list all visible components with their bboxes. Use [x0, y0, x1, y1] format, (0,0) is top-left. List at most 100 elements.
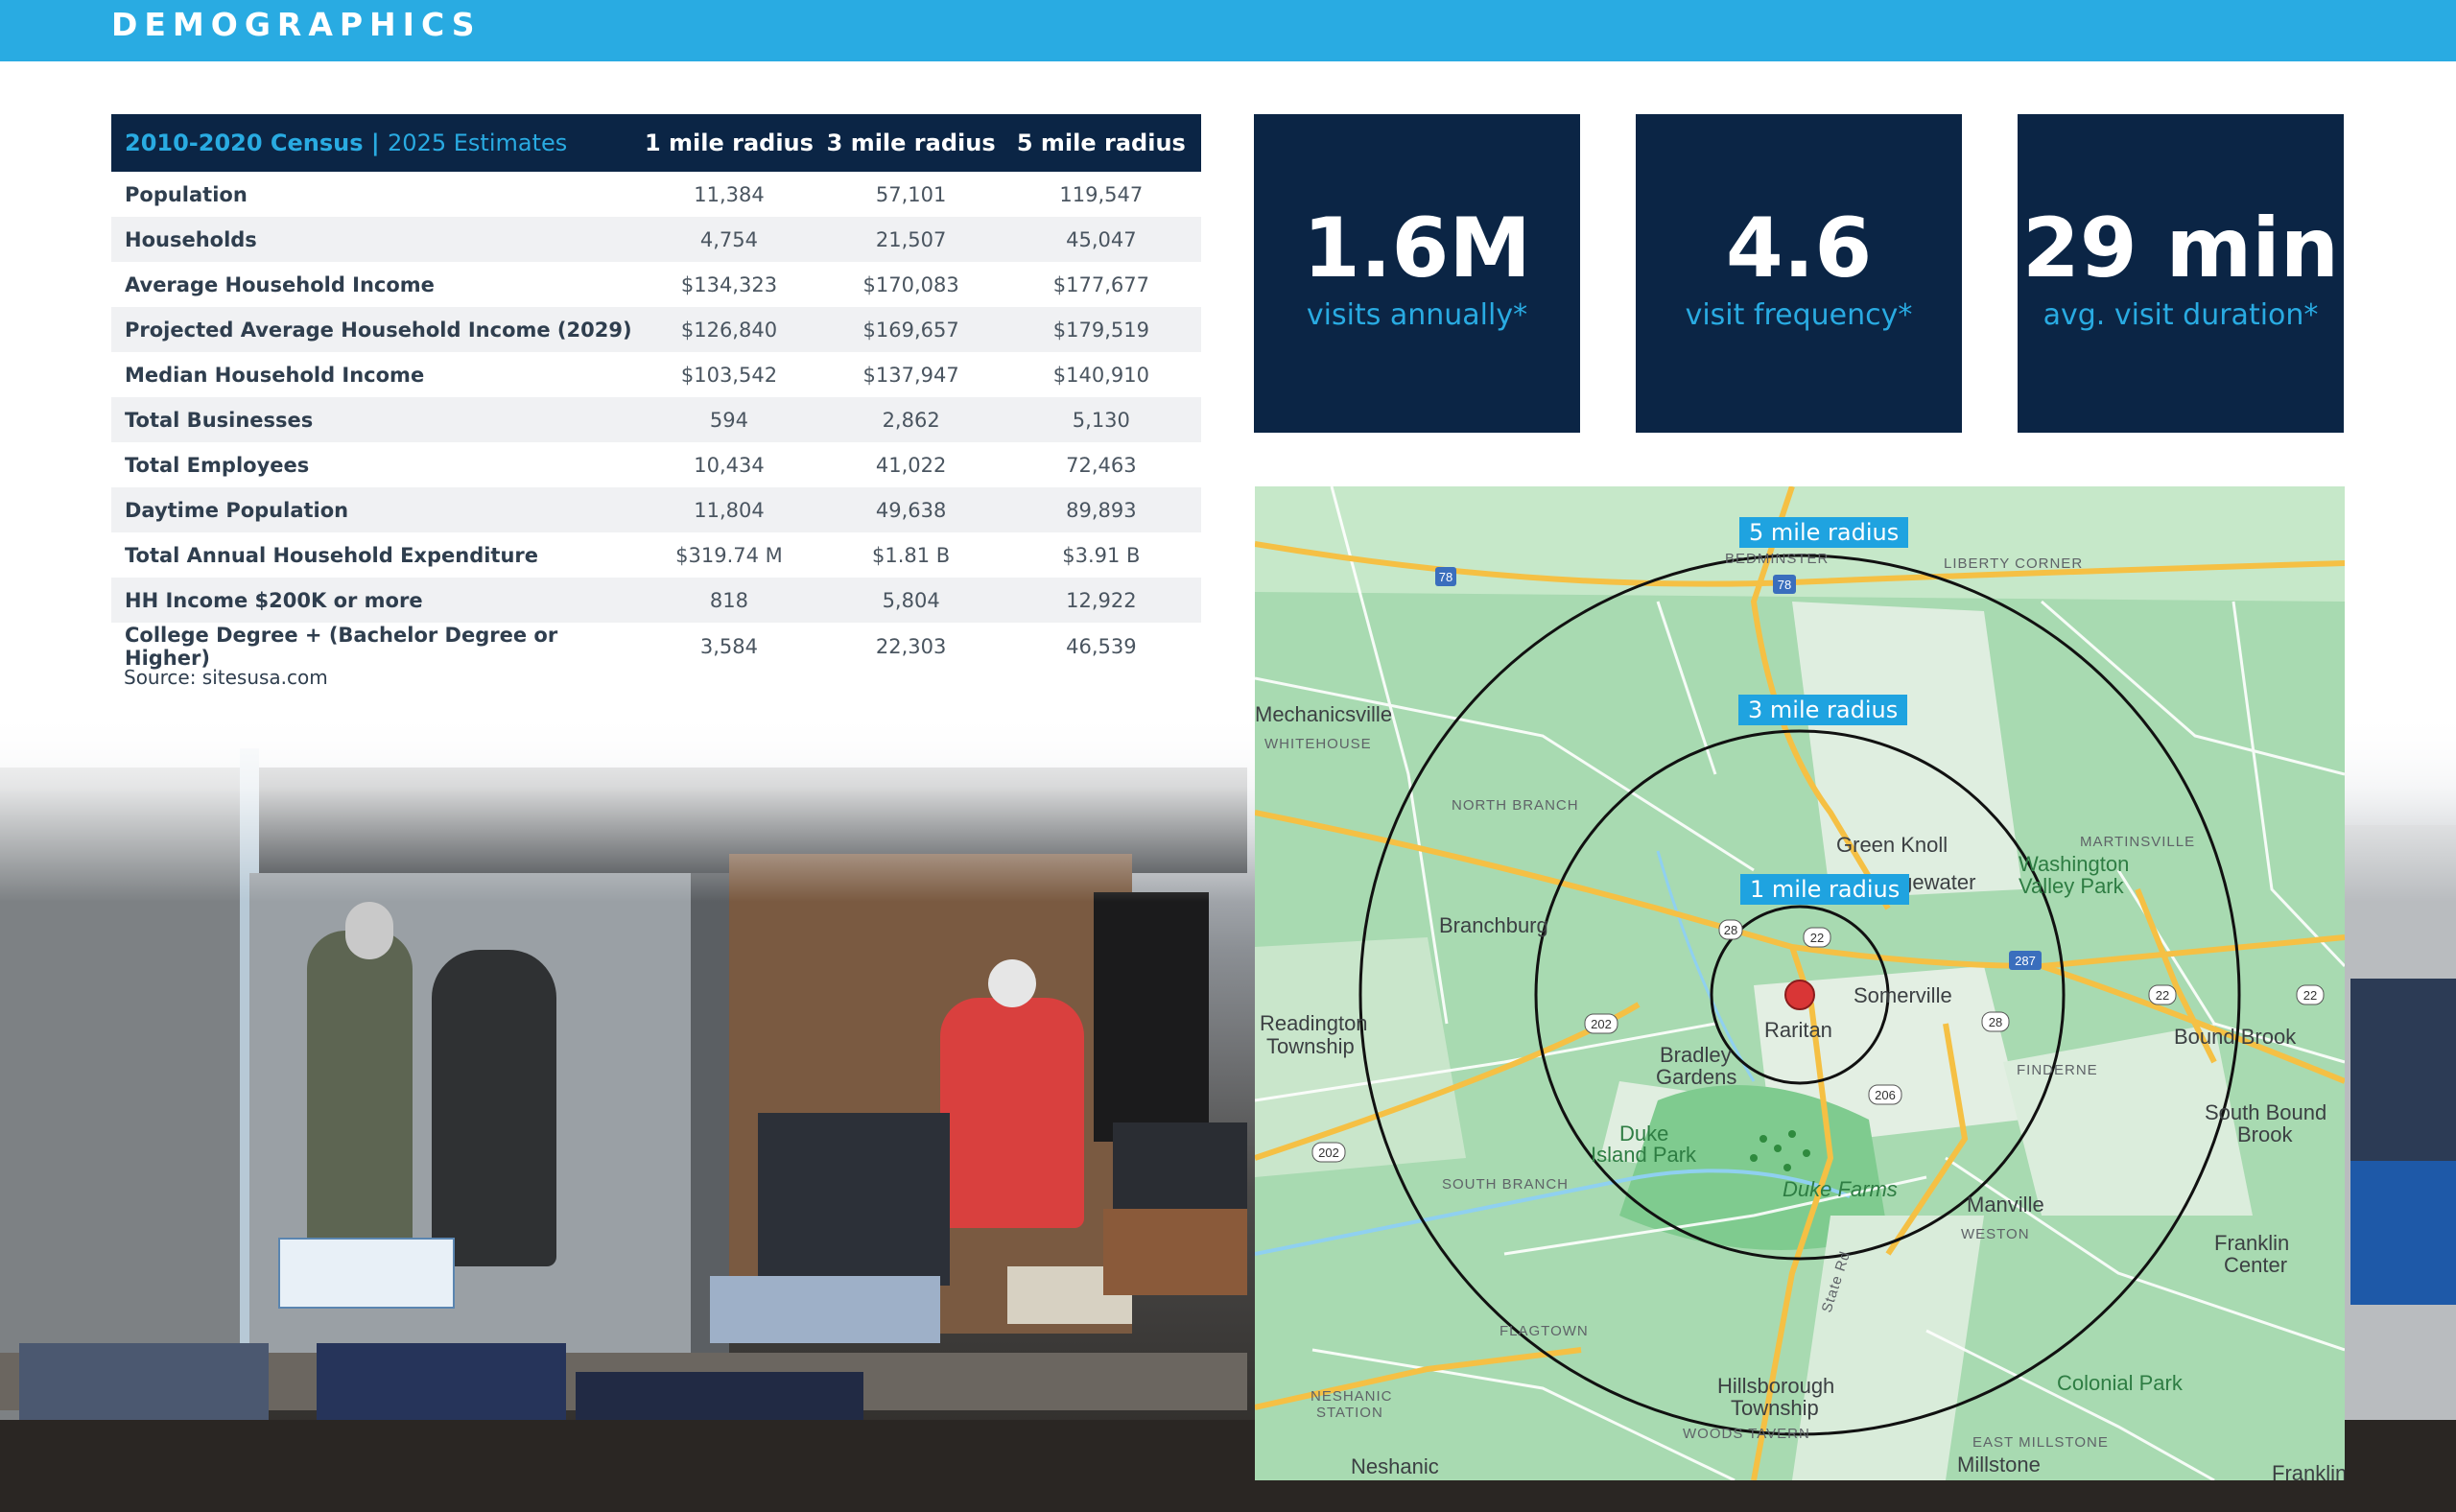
table-row: HH Income $200K or more 818 5,804 12,922 [111, 578, 1201, 623]
svg-text:Readington: Readington [1260, 1011, 1368, 1035]
svg-text:Branchburg: Branchburg [1439, 913, 1548, 937]
stat-value: 1.6M [1303, 201, 1531, 296]
cell: $179,519 [1001, 307, 1201, 352]
svg-text:Duke Farms: Duke Farms [1783, 1177, 1898, 1201]
cell: 119,547 [1001, 172, 1201, 217]
row-label: Projected Average Household Income (2029… [111, 307, 638, 352]
cell: 21,507 [820, 217, 1002, 262]
table-heading: 2010-2020 Census | 2025 Estimates [111, 114, 638, 172]
row-label: Daytime Population [111, 487, 638, 532]
svg-text:78: 78 [1778, 578, 1791, 592]
column-header: 5 mile radius [1001, 114, 1201, 172]
cell: 4,754 [637, 217, 821, 262]
svg-text:Mechanicsville: Mechanicsville [1255, 702, 1392, 726]
heading-years: 2010-2020 Census [125, 130, 364, 156]
row-label: Median Household Income [111, 352, 638, 397]
cell: 594 [637, 397, 821, 442]
stat-label: avg. visit duration* [2043, 298, 2319, 332]
svg-text:Franklin: Franklin [2272, 1461, 2345, 1480]
row-label: Total Annual Household Expenditure [111, 532, 638, 578]
cell: 57,101 [820, 172, 1002, 217]
svg-text:Gardens: Gardens [1656, 1065, 1736, 1089]
svg-text:Franklin: Franklin [2214, 1231, 2289, 1255]
radius-label-1mi: 1 mile radius [1740, 874, 1910, 905]
cell: 11,384 [637, 172, 821, 217]
table-row: Total Annual Household Expenditure $319.7… [111, 532, 1201, 578]
cell: $3.91 B [1001, 532, 1201, 578]
table-header-row: 2010-2020 Census | 2025 Estimates 1 mile… [111, 114, 1201, 172]
cell: $169,657 [820, 307, 1002, 352]
heading-separator: | [363, 130, 389, 156]
svg-text:202: 202 [1591, 1017, 1612, 1031]
stat-label: visit frequency* [1685, 298, 1913, 332]
svg-text:28: 28 [1989, 1015, 2002, 1029]
svg-text:78: 78 [1439, 570, 1452, 584]
cell: 5,804 [820, 578, 1002, 623]
demographics-table: 2010-2020 Census | 2025 Estimates 1 mile… [111, 114, 1201, 671]
table-row: Total Businesses 594 2,862 5,130 [111, 397, 1201, 442]
cell: $103,542 [637, 352, 821, 397]
radius-label-3mi: 3 mile radius [1738, 695, 1908, 725]
svg-text:206: 206 [1875, 1088, 1896, 1102]
svg-text:NORTH BRANCH: NORTH BRANCH [1452, 797, 1579, 814]
svg-text:Township: Township [1731, 1396, 1819, 1420]
stat-value: 29 min [2022, 201, 2339, 296]
stat-label: visits annually* [1306, 298, 1528, 332]
cell: $1.81 B [820, 532, 1002, 578]
page-title: DEMOGRAPHICS [111, 6, 482, 43]
table-row: Projected Average Household Income (2029… [111, 307, 1201, 352]
svg-text:BEDMINSTER: BEDMINSTER [1725, 551, 1829, 567]
svg-text:Manville: Manville [1967, 1193, 2044, 1217]
cell: 45,047 [1001, 217, 1201, 262]
svg-text:SOUTH BRANCH: SOUTH BRANCH [1442, 1176, 1569, 1193]
radius-label-5mi: 5 mile radius [1739, 517, 1909, 548]
column-header: 3 mile radius [820, 114, 1002, 172]
map-canvas: 78 78 22 22 22 28 28 287 202 202 206 BED… [1255, 486, 2345, 1480]
svg-text:202: 202 [1318, 1146, 1339, 1160]
svg-text:WHITEHOUSE: WHITEHOUSE [1264, 736, 1372, 752]
svg-text:Township: Township [1266, 1034, 1355, 1058]
cell: 49,638 [820, 487, 1002, 532]
stat-visit-frequency: 4.6 visit frequency* [1636, 114, 1962, 433]
row-label: HH Income $200K or more [111, 578, 638, 623]
svg-text:22: 22 [2156, 988, 2169, 1003]
row-label: Households [111, 217, 638, 262]
cell: 11,804 [637, 487, 821, 532]
row-label: Total Businesses [111, 397, 638, 442]
svg-text:MARTINSVILLE: MARTINSVILLE [2080, 834, 2195, 850]
svg-text:Bradley: Bradley [1660, 1043, 1732, 1067]
header-bar: DEMOGRAPHICS [0, 0, 2456, 61]
source-note: Source: sitesusa.com [124, 666, 328, 689]
table-row: Total Employees 10,434 41,022 72,463 [111, 442, 1201, 487]
svg-text:LIBERTY CORNER: LIBERTY CORNER [1944, 555, 2083, 572]
cell: $126,840 [637, 307, 821, 352]
row-label: Population [111, 172, 638, 217]
stat-value: 4.6 [1725, 201, 1873, 296]
cell: 5,130 [1001, 397, 1201, 442]
svg-text:22: 22 [2303, 988, 2317, 1003]
cell: 41,022 [820, 442, 1002, 487]
table-row: Population 11,384 57,101 119,547 [111, 172, 1201, 217]
svg-text:Raritan: Raritan [1764, 1018, 1832, 1042]
demographics-table-wrap: 2010-2020 Census | 2025 Estimates 1 mile… [111, 114, 1201, 671]
cell: 3,584 [637, 623, 821, 671]
cell: $170,083 [820, 262, 1002, 307]
svg-text:Bound Brook: Bound Brook [2174, 1025, 2297, 1049]
stat-visit-duration: 29 min avg. visit duration* [2018, 114, 2344, 433]
cell: 89,893 [1001, 487, 1201, 532]
cell: 10,434 [637, 442, 821, 487]
table-row: Average Household Income $134,323 $170,083… [111, 262, 1201, 307]
radius-map[interactable]: 78 78 22 22 22 28 28 287 202 202 206 BED… [1255, 486, 2345, 1480]
svg-text:Center: Center [2224, 1253, 2287, 1277]
svg-text:STATION: STATION [1316, 1405, 1383, 1421]
svg-text:287: 287 [2015, 954, 2036, 968]
svg-text:Green Knoll: Green Knoll [1836, 833, 1948, 857]
svg-text:Washington: Washington [2019, 852, 2129, 876]
svg-text:Hillsborough: Hillsborough [1717, 1374, 1834, 1398]
column-header: 1 mile radius [637, 114, 821, 172]
table-row: Daytime Population 11,804 49,638 89,893 [111, 487, 1201, 532]
svg-text:Colonial Park: Colonial Park [2057, 1371, 2184, 1395]
cell: $177,677 [1001, 262, 1201, 307]
svg-text:South Bound: South Bound [2205, 1100, 2326, 1124]
cell: 22,303 [820, 623, 1002, 671]
